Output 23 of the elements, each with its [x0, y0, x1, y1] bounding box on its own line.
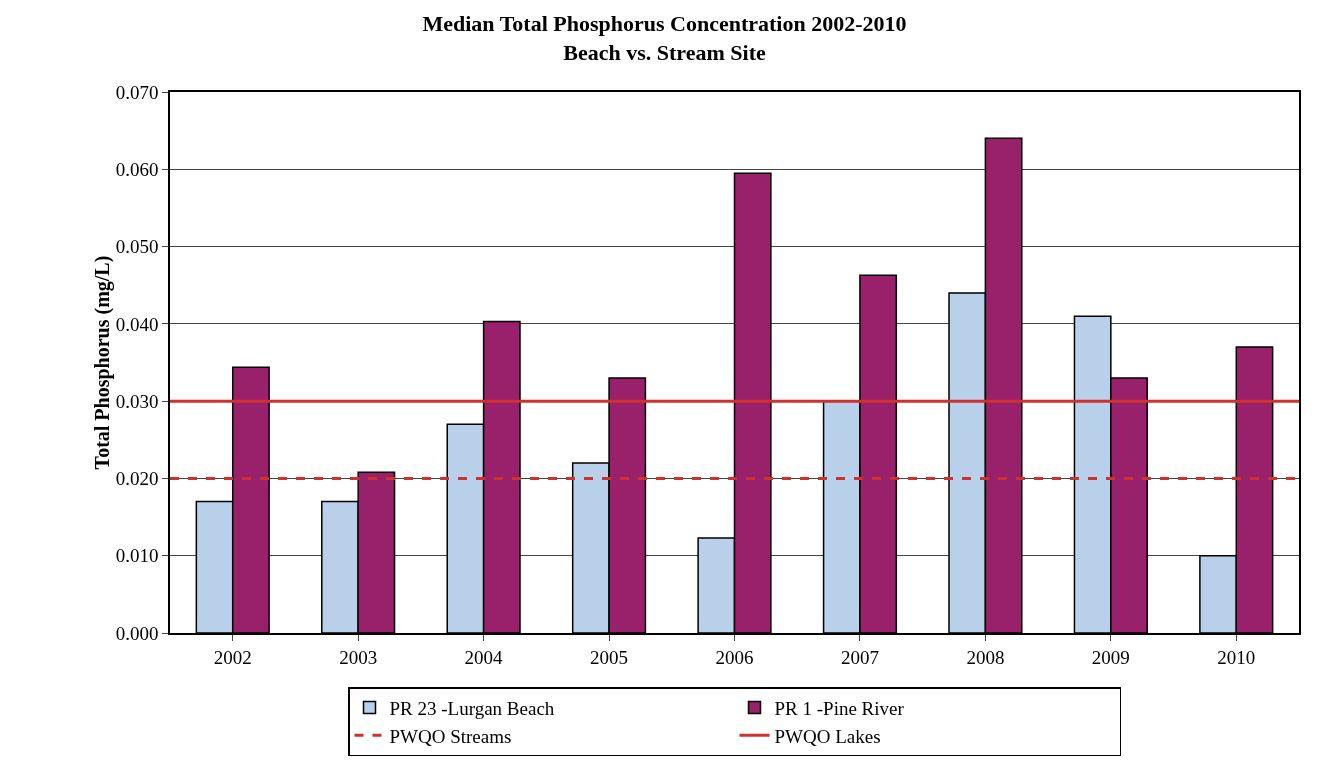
x-tick-label: 2010	[1217, 646, 1256, 668]
legend-label: PR 1 -Pine River	[774, 697, 905, 719]
x-tick-label: 2009	[1091, 646, 1130, 668]
y-tick-label: 0.010	[115, 545, 159, 567]
x-tick-label: 2007	[840, 646, 879, 668]
y-tick-label: 0.030	[115, 390, 159, 412]
y-tick-label: 0.020	[115, 468, 159, 490]
y-tick-label: 0.060	[115, 158, 159, 180]
x-tick-label: 2006	[715, 646, 754, 668]
chart-title: Median Total Phosphorus Concentration 2002-2010 Beach vs. Stream Site	[422, 10, 907, 65]
x-tick-label: 2005	[590, 646, 629, 668]
x-tick-label: 2002	[213, 646, 252, 668]
x-tick-label: 2008	[966, 646, 1005, 668]
x-tick-label: 2004	[464, 646, 504, 668]
legend-label: PR 23 -Lurgan Beach	[389, 697, 555, 719]
y-tick-label: 0.050	[115, 236, 159, 258]
y-tick-label: 0.000	[115, 622, 159, 644]
y-axis-title: Total Phosphorus (mg/L)	[90, 255, 114, 470]
y-tick-label: 0.040	[115, 313, 159, 335]
x-tick-label: 2003	[339, 646, 378, 668]
y-tick-label: 0.070	[115, 81, 159, 103]
legend-label: PWQO Streams	[389, 725, 512, 747]
legend-label: PWQO Lakes	[774, 725, 881, 747]
